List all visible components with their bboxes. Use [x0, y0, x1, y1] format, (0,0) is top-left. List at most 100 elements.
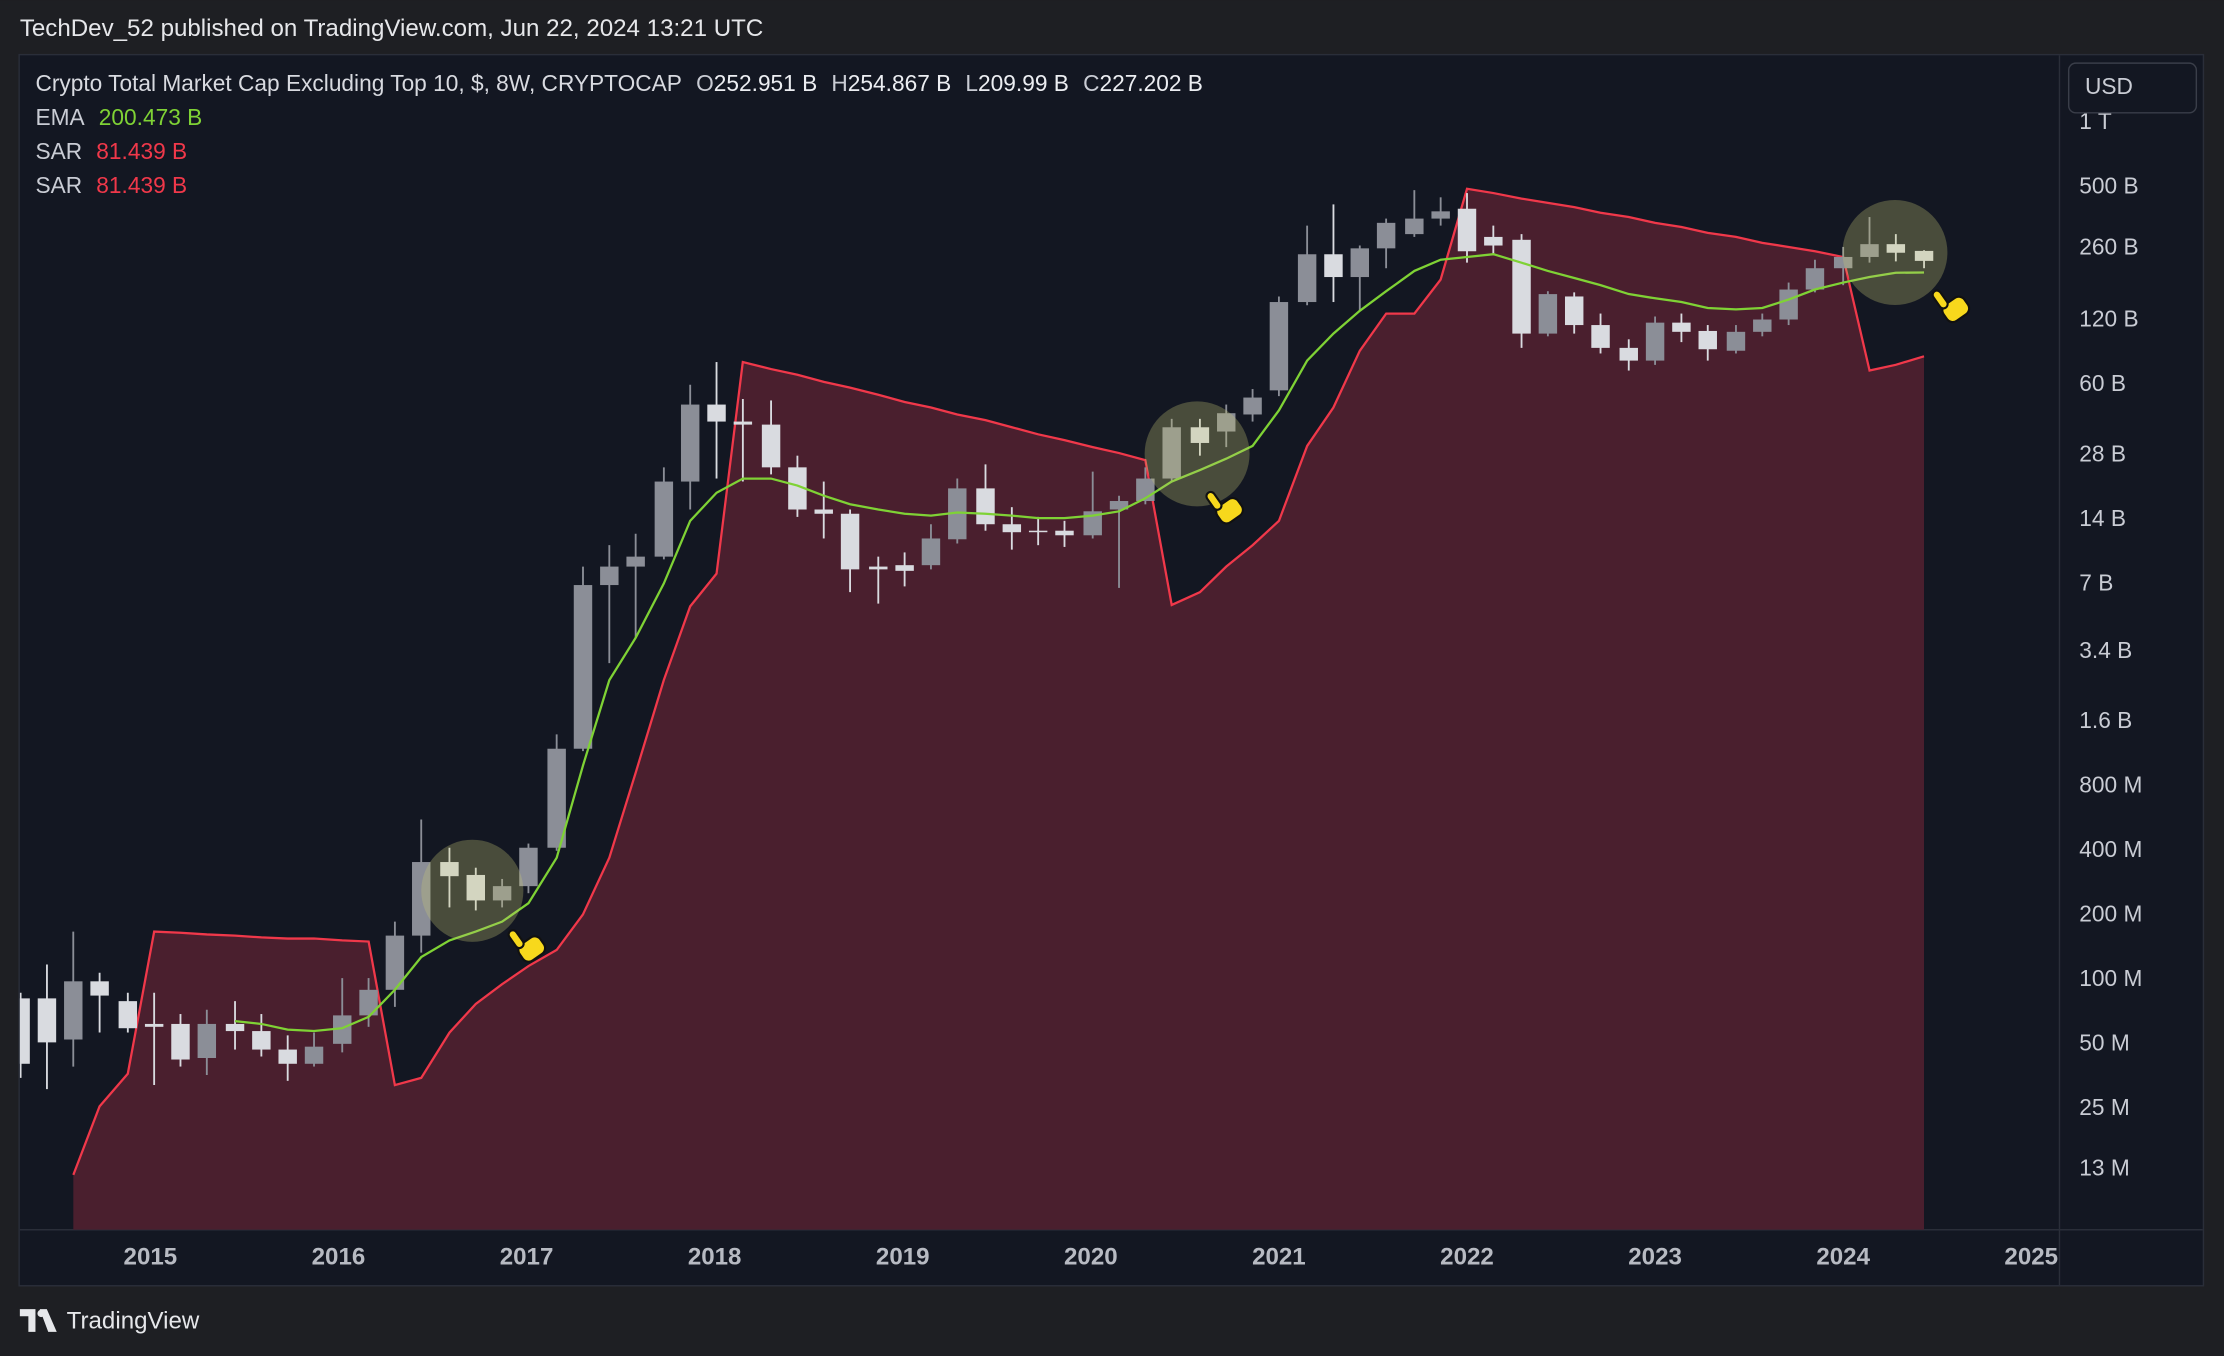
candle-body	[1591, 325, 1610, 348]
candle-body	[1350, 248, 1370, 278]
candle-body	[626, 556, 645, 567]
candle-body	[412, 862, 431, 936]
y-tick-label: 50 M	[2079, 1029, 2129, 1055]
currency-button-box[interactable]	[2067, 62, 2198, 114]
candle-body	[788, 467, 807, 510]
ohlc-key: O	[696, 70, 714, 96]
x-tick-label: 2016	[312, 1243, 366, 1270]
sar-line	[72, 187, 1925, 1176]
y-tick-label: 100 M	[2079, 965, 2142, 991]
candle-body	[1512, 239, 1531, 334]
legend-value: 200.473 B	[99, 104, 202, 130]
x-tick-label: 2017	[500, 1243, 554, 1270]
chart-title: Crypto Total Market Cap Excluding Top 10…	[35, 70, 681, 96]
candle-body	[707, 404, 726, 422]
pointer-hand	[507, 929, 547, 963]
legend-name: EMA	[35, 104, 85, 130]
candle-body	[1269, 302, 1289, 391]
candle-body	[1457, 208, 1477, 252]
candle-body	[1538, 294, 1558, 334]
candle-body	[1698, 330, 1717, 350]
plot-area	[19, 187, 1934, 1230]
y-tick-label: 260 B	[2079, 233, 2138, 259]
ohlc-value: 227.202 B	[1099, 70, 1202, 96]
candle-body	[171, 1023, 190, 1060]
candle-body	[1833, 256, 1853, 269]
candle-body	[1055, 530, 1074, 536]
candle-body	[1002, 524, 1022, 533]
legend-row: SAR 81.439 B	[35, 172, 187, 198]
legend-value: 81.439 B	[96, 172, 187, 198]
candle-body	[976, 488, 995, 525]
candle-body	[1860, 244, 1879, 257]
currency-button[interactable]: USD	[2067, 62, 2198, 114]
brand-logo	[19, 1309, 57, 1332]
candle-body	[1083, 511, 1102, 536]
candle-body	[333, 1015, 352, 1044]
legend-row: EMA 200.473 B	[35, 104, 202, 130]
candle-body	[1484, 236, 1503, 246]
pointer-hand	[1931, 289, 1971, 324]
candle-body	[1672, 322, 1691, 332]
candle-body	[547, 748, 566, 848]
x-tick-label: 2015	[124, 1243, 178, 1270]
y-tick-label: 1.6 B	[2079, 707, 2132, 733]
candle-body	[304, 1046, 324, 1064]
y-tick-label: 28 B	[2079, 441, 2126, 467]
x-tick-label: 2019	[876, 1243, 930, 1270]
highlight-circle	[1144, 401, 1250, 507]
candle-body	[1645, 322, 1665, 361]
candle-body	[1028, 530, 1048, 533]
pointer-hand	[1205, 490, 1244, 525]
candle-body	[278, 1049, 297, 1064]
candle-body	[359, 989, 378, 1016]
candle-body	[1243, 397, 1262, 415]
candle-body	[492, 886, 512, 901]
y-tick-label: 14 B	[2079, 505, 2126, 531]
candle-body	[733, 421, 753, 425]
candle-body	[225, 1023, 245, 1032]
candle-body	[385, 935, 405, 990]
legend-name: SAR	[35, 138, 82, 164]
candle-body	[144, 1023, 164, 1027]
ohlc-value: 252.951 B	[714, 70, 817, 96]
candle-body	[1805, 268, 1825, 290]
candle-body	[814, 509, 833, 514]
candle-body	[1726, 331, 1746, 351]
candle-body	[1564, 296, 1584, 326]
x-tick-label: 2018	[688, 1243, 742, 1270]
candle-body	[1431, 211, 1450, 219]
x-tick-label: 2021	[1252, 1243, 1306, 1270]
y-tick-label: 200 M	[2079, 900, 2142, 926]
currency-label[interactable]: USD	[2085, 73, 2133, 99]
candle-body	[1886, 244, 1906, 253]
ohlc-value: 254.867 B	[848, 70, 951, 96]
candle-body	[118, 1001, 138, 1029]
candle-body	[1324, 254, 1343, 278]
candle-body	[519, 847, 538, 887]
x-tick-label: 2022	[1440, 1243, 1494, 1270]
candle-body	[761, 424, 781, 468]
y-tick-label: 7 B	[2079, 570, 2113, 596]
candle-body	[1619, 347, 1638, 361]
pointer-icons	[507, 289, 1971, 963]
y-tick-label: 25 M	[2079, 1094, 2129, 1120]
candle-body	[573, 585, 593, 749]
candle-body	[90, 981, 109, 996]
candle-body	[600, 566, 619, 586]
highlight-circle	[1842, 200, 1948, 305]
candle-body	[19, 998, 30, 1064]
sar-area	[73, 188, 1925, 1230]
candle-body	[37, 998, 57, 1043]
ema-line	[234, 253, 1925, 1033]
legend-row: SAR 81.439 B	[35, 138, 187, 164]
candle-body	[1753, 319, 1772, 332]
ohlc-key: H	[831, 70, 847, 96]
candle-body	[895, 565, 914, 571]
y-tick-label: 120 B	[2079, 305, 2138, 331]
candle-body	[1914, 250, 1934, 261]
byline: TechDev_52 published on TradingView.com,…	[20, 15, 763, 42]
candle-body	[921, 538, 941, 566]
candle-body	[64, 981, 83, 1040]
